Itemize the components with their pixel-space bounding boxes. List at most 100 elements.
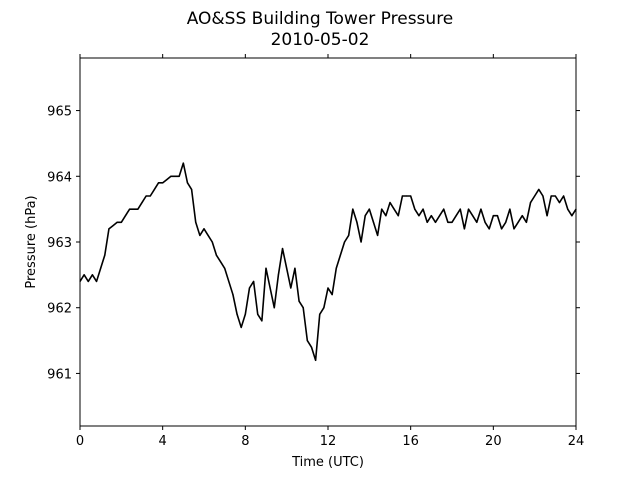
data-point xyxy=(120,221,122,223)
data-point xyxy=(529,201,532,204)
data-point xyxy=(550,195,552,197)
data-point xyxy=(480,208,482,210)
data-point xyxy=(124,215,127,217)
axis-ticks: 0 4 8 12 16 20 24 961 962 963 964 965 xyxy=(47,54,584,449)
data-point xyxy=(112,224,114,227)
data-point xyxy=(191,188,193,191)
x-tick-label: 16 xyxy=(402,434,419,449)
data-point xyxy=(232,293,234,296)
data-point xyxy=(343,241,346,243)
data-point xyxy=(542,195,544,197)
y-tick-label: 965 xyxy=(47,105,72,120)
data-point xyxy=(306,339,308,342)
data-point xyxy=(426,221,428,223)
data-point xyxy=(83,274,85,276)
data-point xyxy=(298,300,300,302)
data-point xyxy=(323,307,325,309)
data-point xyxy=(91,274,93,276)
data-point xyxy=(219,261,222,263)
data-point xyxy=(422,208,424,210)
data-point xyxy=(129,208,131,210)
data-point xyxy=(410,195,412,197)
data-point xyxy=(157,182,160,184)
data-point xyxy=(554,195,556,197)
data-point xyxy=(405,195,408,197)
data-point xyxy=(215,254,217,256)
data-point xyxy=(385,215,387,217)
data-point xyxy=(265,267,267,269)
data-point xyxy=(186,182,189,184)
data-point xyxy=(381,208,383,210)
data-point xyxy=(372,221,375,223)
data-point xyxy=(455,215,457,217)
data-point xyxy=(463,228,465,230)
y-tick-label: 963 xyxy=(47,236,72,251)
data-point xyxy=(178,175,180,177)
plot-frame xyxy=(79,57,577,427)
data-point xyxy=(319,313,321,315)
x-tick-label: 8 xyxy=(241,434,249,449)
data-point xyxy=(397,215,399,217)
data-point xyxy=(517,221,519,223)
data-point xyxy=(240,326,242,329)
data-point xyxy=(87,280,89,283)
y-tick-label: 964 xyxy=(47,170,72,185)
data-point xyxy=(377,234,379,237)
data-point xyxy=(558,201,561,204)
data-point xyxy=(104,254,106,256)
data-point xyxy=(364,215,366,217)
data-point xyxy=(141,201,143,204)
data-point xyxy=(509,208,511,210)
x-tick-label: 12 xyxy=(320,434,337,449)
data-point xyxy=(95,280,98,283)
data-point xyxy=(327,287,329,289)
data-point xyxy=(496,215,499,217)
data-point xyxy=(360,241,362,243)
data-point xyxy=(273,307,275,309)
data-point xyxy=(525,221,528,223)
data-point xyxy=(182,162,184,164)
data-point xyxy=(575,208,577,210)
data-point xyxy=(505,221,507,223)
plot-area: 0 4 8 12 16 20 24 961 962 963 964 965 xyxy=(47,54,584,449)
data-point xyxy=(335,267,337,269)
data-point xyxy=(459,208,461,210)
data-point xyxy=(521,215,523,217)
data-point xyxy=(310,346,313,348)
data-point xyxy=(331,293,333,296)
data-point xyxy=(472,215,474,217)
data-point xyxy=(248,287,251,289)
y-tick-label: 962 xyxy=(47,302,72,317)
data-point xyxy=(439,215,441,217)
data-point xyxy=(368,208,370,210)
data-point xyxy=(348,234,350,237)
data-point xyxy=(501,228,503,230)
data-point xyxy=(244,313,246,315)
data-point xyxy=(145,195,147,197)
data-point xyxy=(546,215,548,217)
data-point xyxy=(488,228,490,230)
data-point xyxy=(133,208,135,210)
data-point xyxy=(116,221,118,223)
data-point xyxy=(356,221,358,223)
data-point xyxy=(443,208,445,210)
data-point xyxy=(203,228,205,230)
x-axis-label: Time (UTC) xyxy=(291,455,364,470)
data-point xyxy=(513,228,515,230)
x-tick-label: 24 xyxy=(568,434,585,449)
data-point xyxy=(174,175,176,177)
data-point xyxy=(108,228,110,230)
data-point xyxy=(261,320,263,322)
data-point xyxy=(534,195,536,197)
data-point xyxy=(207,234,209,237)
series-line-group xyxy=(79,162,577,362)
x-tick-label: 4 xyxy=(159,434,167,449)
data-point xyxy=(195,221,197,223)
data-point xyxy=(236,313,238,315)
chart-subtitle: 2010-05-02 xyxy=(271,30,370,50)
data-point xyxy=(567,208,569,210)
x-tick-label: 20 xyxy=(485,434,502,449)
data-point xyxy=(199,234,201,237)
data-point xyxy=(277,274,279,276)
